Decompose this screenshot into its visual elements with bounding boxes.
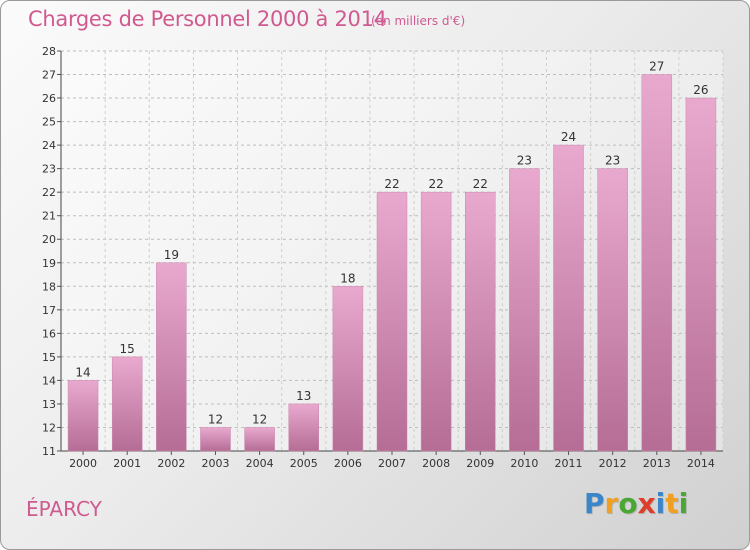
bar-2010 — [509, 168, 540, 452]
x-tick-label-2004: 2004 — [246, 457, 274, 470]
data-label-2000: 14 — [75, 365, 90, 379]
y-tick-label: 25 — [42, 116, 56, 129]
x-tick-label-2011: 2011 — [555, 457, 583, 470]
y-tick-label: 15 — [42, 351, 56, 364]
x-tick-label-2008: 2008 — [422, 457, 450, 470]
x-tick-label-2001: 2001 — [113, 457, 141, 470]
chart-unit: (en milliers d'€) — [371, 14, 466, 28]
x-tick-label-2014: 2014 — [687, 457, 715, 470]
x-tick-label-2003: 2003 — [201, 457, 229, 470]
y-tick-label: 12 — [42, 421, 56, 434]
x-tick-label-2002: 2002 — [157, 457, 185, 470]
bar-2004 — [244, 427, 275, 452]
y-tick-label: 24 — [42, 139, 56, 152]
logo-letter: r — [604, 487, 619, 520]
y-tick-label: 17 — [42, 304, 56, 317]
labels: 11 12 13 14 15 16 17 18 19 20 21 22 23 24 25 26 27 28 14 20… — [42, 45, 715, 470]
logo-letter: i — [655, 487, 666, 520]
bar-2009 — [465, 191, 496, 452]
x-tick-label-2000: 2000 — [69, 457, 97, 470]
data-label-2004: 12 — [252, 412, 267, 426]
y-tick-label: 16 — [42, 327, 56, 340]
y-tick-label: 21 — [42, 210, 56, 223]
x-tick-label-2010: 2010 — [510, 457, 538, 470]
y-tick-label: 22 — [42, 186, 56, 199]
data-label-2014: 26 — [693, 83, 708, 97]
proxiti-logo: Proxiti — [584, 487, 688, 520]
bar-2007 — [376, 191, 408, 452]
bar-2008 — [420, 191, 452, 452]
logo-letter: i — [678, 487, 689, 520]
y-tick-label: 27 — [42, 69, 56, 82]
bar-2006 — [332, 286, 364, 452]
data-label-2009: 22 — [473, 177, 488, 191]
logo-letter: t — [665, 487, 679, 520]
bar-2011 — [553, 144, 584, 452]
data-label-2013: 27 — [649, 60, 664, 74]
data-label-2001: 15 — [120, 342, 135, 356]
logo-letter: x — [637, 487, 656, 520]
chart-title: Charges de Personnel 2000 à 2014 — [28, 7, 387, 31]
bar-2014 — [685, 97, 717, 452]
x-tick-label-2007: 2007 — [378, 457, 406, 470]
bar-2012 — [597, 168, 628, 452]
bars — [67, 74, 717, 452]
y-tick-label: 19 — [42, 257, 56, 270]
data-label-2012: 23 — [605, 154, 620, 168]
x-tick-label-2013: 2013 — [643, 457, 671, 470]
data-label-2007: 22 — [384, 177, 399, 191]
y-tick-label: 11 — [42, 445, 56, 458]
x-tick-label-2006: 2006 — [334, 457, 362, 470]
bar-2005 — [288, 403, 319, 452]
bar-2003 — [200, 427, 231, 452]
x-tick-label-2009: 2009 — [466, 457, 494, 470]
y-tick-label: 26 — [42, 92, 56, 105]
y-tick-label: 20 — [42, 233, 56, 246]
logo-letter: P — [584, 487, 605, 520]
data-label-2003: 12 — [208, 412, 223, 426]
y-tick-label: 13 — [42, 398, 56, 411]
data-label-2006: 18 — [340, 271, 355, 285]
bar-2013 — [641, 74, 673, 452]
bar-2001 — [111, 356, 143, 452]
data-label-2005: 13 — [296, 389, 311, 403]
bar-2002 — [156, 262, 187, 452]
data-label-2002: 19 — [164, 248, 179, 262]
x-tick-label-2005: 2005 — [290, 457, 318, 470]
data-label-2008: 22 — [428, 177, 443, 191]
x-tick-label-2012: 2012 — [599, 457, 627, 470]
bar-2000 — [67, 380, 99, 452]
y-tick-label: 14 — [42, 374, 56, 387]
data-label-2010: 23 — [517, 154, 532, 168]
y-tick-label: 28 — [42, 45, 56, 58]
logo-letter: o — [618, 487, 638, 520]
data-label-2011: 24 — [561, 130, 576, 144]
commune-name: ÉPARCY — [26, 497, 102, 521]
y-tick-label: 18 — [42, 280, 56, 293]
y-tick-label: 23 — [42, 163, 56, 176]
